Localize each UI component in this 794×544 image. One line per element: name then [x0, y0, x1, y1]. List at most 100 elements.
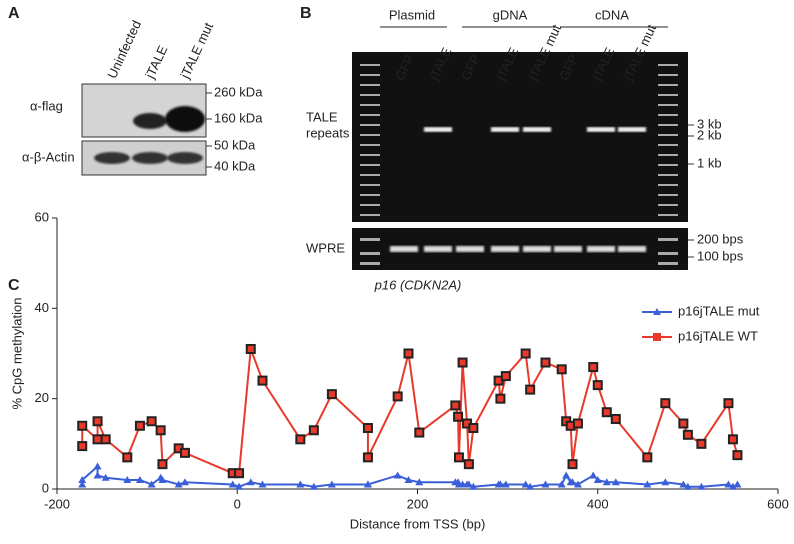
ladder-band: [360, 134, 380, 136]
marker: [468, 423, 479, 434]
marker: [246, 478, 255, 486]
marker: [155, 425, 166, 436]
marker: [362, 423, 373, 434]
band: [94, 152, 130, 164]
marker: [403, 348, 414, 359]
ladder-band: [360, 84, 380, 86]
ladder-band: [360, 94, 380, 96]
marker: [93, 462, 102, 470]
marker: [611, 478, 620, 486]
band: [390, 246, 418, 252]
ladder-band: [658, 252, 678, 255]
ladder-band: [360, 252, 380, 255]
chart-title: p16 (CDKN2A): [374, 277, 462, 292]
band: [167, 152, 203, 164]
marker: [174, 480, 183, 488]
marker: [556, 364, 567, 375]
marker: [146, 416, 157, 427]
marker: [540, 357, 551, 368]
marker-label: 200 bps: [697, 231, 744, 246]
ladder-band: [658, 84, 678, 86]
ladder-band: [360, 204, 380, 206]
marker: [309, 482, 318, 490]
ladder-band: [658, 184, 678, 186]
band: [133, 113, 167, 129]
marker: [258, 480, 267, 488]
group-label: Plasmid: [389, 7, 435, 22]
marker: [557, 480, 566, 488]
ladder-band: [360, 154, 380, 156]
marker: [158, 475, 167, 483]
marker: [78, 475, 87, 483]
ladder-band: [658, 124, 678, 126]
marker: [234, 468, 245, 479]
ladder-band: [360, 214, 380, 216]
marker-label: 2 kb: [697, 127, 722, 142]
marker: [457, 357, 468, 368]
marker: [601, 407, 612, 418]
marker: [661, 478, 670, 486]
marker: [732, 450, 743, 461]
marker: [643, 480, 652, 488]
marker: [526, 482, 535, 490]
marker: [727, 434, 738, 445]
marker: [295, 434, 306, 445]
ladder-band: [658, 174, 678, 176]
marker: [733, 480, 742, 488]
gel: [352, 52, 688, 222]
marker: [93, 471, 102, 479]
band: [618, 246, 646, 252]
ladder-band: [658, 164, 678, 166]
ladder-band: [658, 214, 678, 216]
marker: [682, 429, 693, 440]
marker: [572, 418, 583, 429]
marker: [568, 478, 577, 486]
marker: [463, 459, 474, 470]
band: [491, 246, 519, 252]
marker: [723, 398, 734, 409]
marker: [92, 434, 103, 445]
marker: [724, 480, 733, 488]
y-tick-label: 20: [35, 390, 49, 405]
lane-label: jTALE: [142, 43, 171, 82]
band: [424, 246, 452, 252]
row-label: TALE: [306, 109, 338, 124]
marker-label: 260 kDa: [214, 84, 263, 99]
x-tick-label: 200: [407, 496, 429, 511]
ladder-band: [658, 194, 678, 196]
ladder-band: [658, 262, 678, 265]
ladder-band: [658, 94, 678, 96]
marker: [728, 482, 737, 490]
marker: [697, 482, 706, 490]
marker: [180, 478, 189, 486]
marker: [363, 480, 372, 488]
ladder-band: [658, 134, 678, 136]
ladder-band: [360, 64, 380, 66]
marker: [592, 380, 603, 391]
marker: [496, 480, 505, 488]
marker: [392, 391, 403, 402]
ladder-band: [658, 154, 678, 156]
marker: [573, 480, 582, 488]
marker: [660, 398, 671, 409]
legend-marker: [653, 333, 661, 341]
ladder-band: [658, 204, 678, 206]
gel-bands: [360, 64, 678, 265]
row-label: α-flag: [30, 98, 63, 113]
marker: [520, 348, 531, 359]
group-label: gDNA: [493, 7, 528, 22]
ladder-band: [360, 262, 380, 265]
marker: [414, 427, 425, 438]
marker: [453, 411, 464, 422]
legend-label: p16jTALE WT: [678, 328, 758, 343]
marker: [92, 416, 103, 427]
x-tick-label: 600: [767, 496, 789, 511]
ladder-band: [360, 164, 380, 166]
ladder-band: [658, 104, 678, 106]
marker: [562, 471, 571, 479]
marker: [157, 459, 168, 470]
marker-label: 3 kb: [697, 116, 722, 131]
marker: [602, 478, 611, 486]
